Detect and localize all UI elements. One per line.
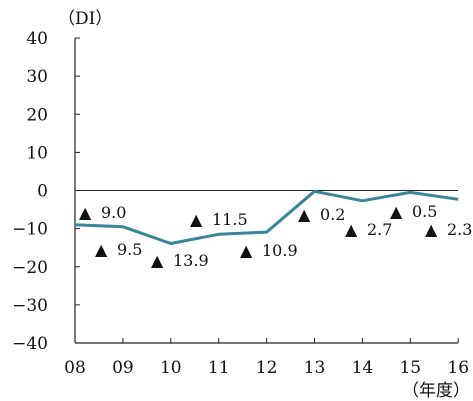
x-tick-label: 09 bbox=[112, 358, 134, 378]
data-label-marker: ▲ bbox=[240, 241, 253, 260]
data-label-value: 0.2 bbox=[320, 205, 345, 224]
chart-axes bbox=[74, 38, 458, 344]
x-tick-label: 14 bbox=[352, 358, 374, 378]
y-tick-label: −30 bbox=[12, 296, 48, 316]
y-tick-label: 30 bbox=[26, 67, 48, 87]
data-label-value: 9.5 bbox=[117, 240, 142, 259]
data-label-value: 9.0 bbox=[101, 203, 126, 222]
data-label-group: ▲ 9.0▲ 9.5▲ 13.9▲ 11.5▲ 10.9▲ 0.2▲ 2.7▲ 0.5▲ 2.3 bbox=[79, 202, 472, 270]
data-label-marker: ▲ bbox=[390, 202, 403, 221]
data-label-value: 13.9 bbox=[173, 251, 209, 270]
y-tick-label: −20 bbox=[12, 258, 48, 278]
x-tick-label: 08 bbox=[64, 358, 86, 378]
x-tick-label: 16 bbox=[447, 358, 469, 378]
data-label-marker: ▲ bbox=[298, 205, 311, 224]
y-unit-label: （DI） bbox=[58, 9, 112, 29]
y-tick-label: 20 bbox=[26, 105, 48, 125]
data-label-value: 11.5 bbox=[212, 210, 248, 229]
data-label-value: 2.7 bbox=[367, 220, 392, 239]
data-label-marker: ▲ bbox=[425, 220, 438, 239]
data-label-marker: ▲ bbox=[345, 220, 358, 239]
x-tick-labels: 08 09 10 11 12 13 14 15 16 bbox=[64, 338, 469, 378]
x-tick-label: 15 bbox=[399, 358, 421, 378]
y-tick-label: −10 bbox=[12, 220, 48, 240]
data-label-marker: ▲ bbox=[79, 203, 92, 222]
data-label-marker: ▲ bbox=[95, 240, 108, 259]
x-tick-label: 12 bbox=[256, 358, 278, 378]
series-line-group bbox=[74, 189, 459, 245]
data-label-marker: ▲ bbox=[190, 210, 203, 229]
x-tick-label: 11 bbox=[208, 358, 230, 378]
y-tick-label: 0 bbox=[37, 182, 48, 202]
series-line bbox=[74, 189, 459, 245]
y-tick-label: −40 bbox=[12, 334, 48, 354]
y-tick-label: 10 bbox=[26, 143, 48, 163]
data-label-value: 0.5 bbox=[412, 202, 437, 221]
data-label-value: 2.3 bbox=[447, 220, 472, 239]
y-tick-label: 40 bbox=[26, 29, 48, 49]
y-tick-labels: 40 30 20 10 0 −10 −20 −30 −40 bbox=[12, 29, 80, 354]
x-tick-label: 13 bbox=[304, 358, 326, 378]
data-label-marker: ▲ bbox=[151, 251, 164, 270]
x-tick-label: 10 bbox=[160, 358, 182, 378]
x-unit-label: （年度） bbox=[402, 381, 470, 401]
data-label-value: 10.9 bbox=[262, 241, 298, 260]
